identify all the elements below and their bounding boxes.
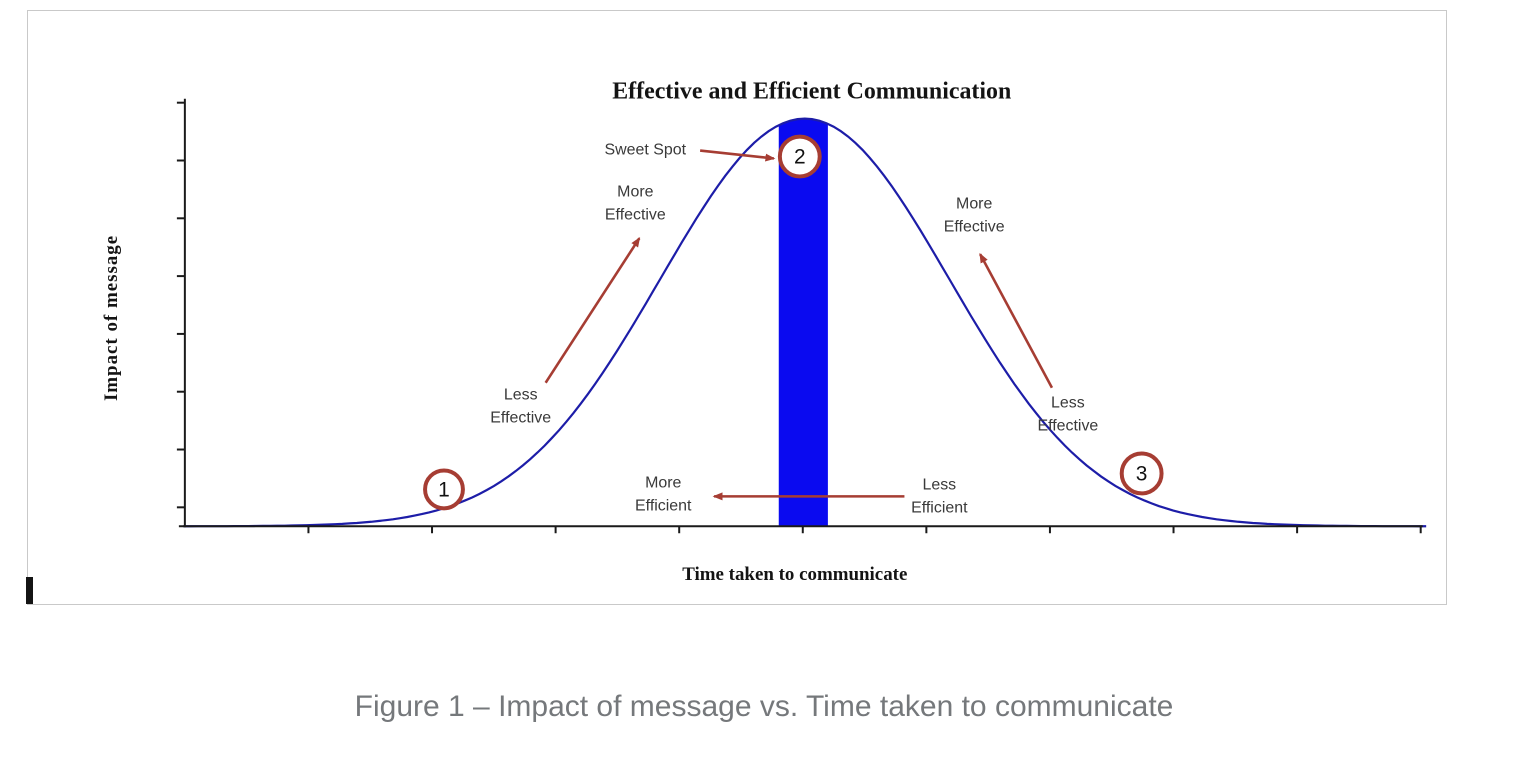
marker-circle-2 (777, 134, 822, 179)
more-effective-right: More Effective (944, 195, 1005, 235)
sweet-spot-arrow (699, 149, 776, 162)
marker-number-2: 2 (794, 145, 806, 168)
sweet-spot-label: Sweet Spot (605, 142, 687, 159)
scan-artifact (26, 577, 33, 604)
marker-circle-3 (1119, 451, 1164, 496)
figure-caption: Figure 1 – Impact of message vs. Time ta… (354, 690, 1174, 723)
sweet-spot-band (778, 118, 828, 527)
chart-title: Effective and Efficient Communication (612, 79, 1011, 105)
marker-circle-1 (423, 468, 465, 511)
less-to-more-effective-left-arrow (544, 236, 641, 384)
marker-number-3: 3 (1136, 462, 1148, 485)
more-effective-left: More Effective (605, 183, 666, 223)
bell-curve-chart: Effective and Efficient Communication Ti… (101, 79, 1427, 585)
figure-panel: Effective and Efficient Communication Ti… (26, 10, 1447, 605)
marker-number-1: 1 (438, 478, 450, 501)
less-effective-right: Less Effective (1037, 395, 1098, 435)
less-efficient-label: Less Efficient (911, 476, 968, 516)
y-axis-label: Impact of message (101, 235, 122, 401)
less-effective-left: Less Effective (490, 387, 551, 427)
bell-curve (183, 117, 1427, 528)
more-efficient-label: More Efficient (635, 474, 692, 514)
less-to-more-effective-right-arrow (979, 252, 1054, 389)
x-axis-label: Time taken to communicate (682, 564, 907, 585)
